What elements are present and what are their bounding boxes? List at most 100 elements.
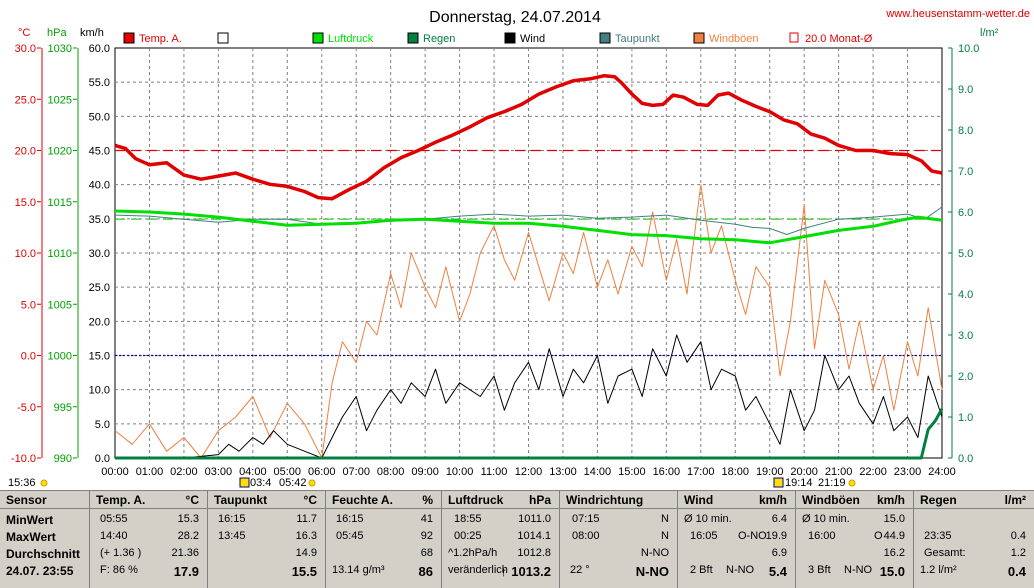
time-tick-label: 02:00 — [170, 466, 198, 478]
series-temp-a- — [114, 73, 943, 201]
time-tick-label: 01:00 — [136, 466, 164, 478]
time-tick-label: 05:00 — [274, 466, 302, 478]
temp-current: 17.9 — [173, 564, 199, 579]
legend-label: Luftdruck — [328, 33, 374, 45]
row-label-current: 24.07. 23:55 — [6, 564, 74, 578]
temp-tick-label: 30.0 — [15, 43, 36, 55]
wind-tick-label: 15.0 — [89, 351, 110, 363]
pressure-unit: hPa — [528, 493, 551, 507]
gust-max-val: 44.9 — [883, 530, 905, 542]
gust-header: Windböen — [802, 493, 860, 507]
wind-bft: 2 Bft — [690, 564, 713, 576]
legend-swatch — [123, 32, 135, 44]
rain-tick-label: 0.0 — [958, 453, 973, 465]
pressure-max-time: 00:25 — [454, 530, 482, 542]
website-link[interactable]: www.heusenstamm-wetter.de — [885, 8, 1030, 20]
legend-label: Taupunkt — [615, 33, 660, 45]
temp-min-val: 15.3 — [177, 513, 199, 525]
gust-current: 15.0 — [879, 564, 905, 579]
rain-sum-note: 1.2 l/m² — [920, 564, 957, 576]
time-tick-label: 09:00 — [411, 466, 439, 478]
temp-min-time: 05:55 — [100, 513, 128, 525]
press-tick-label: 1030 — [48, 43, 72, 55]
wind-tick-label: 0.0 — [95, 453, 110, 465]
time-tick-label: 19:00 — [756, 466, 784, 478]
winddir-min-time: 07:15 — [572, 513, 600, 525]
col-rain: Regen l/m² 23:35 0.4 Gesamt: 1.2 1.2 l/m… — [914, 491, 1034, 588]
time-tick-label: 21:00 — [825, 466, 853, 478]
time-tick-label: 08:00 — [377, 466, 405, 478]
time-tick-label: 03:00 — [205, 466, 233, 478]
sun-icon — [40, 479, 48, 487]
press-tick-label: 1000 — [48, 351, 72, 363]
legend-label: Wind — [520, 33, 545, 45]
gust-unit: km/h — [876, 493, 905, 507]
wind-tick-label: 30.0 — [89, 248, 110, 260]
legend-swatch — [407, 32, 419, 44]
wind-tick-label: 5.0 — [95, 419, 110, 431]
gust-avg10-label: Ø 10 min. — [802, 513, 850, 525]
winddir-max-val: N — [661, 530, 669, 542]
press-unit-label: hPa — [47, 27, 67, 39]
time-tick-label: 07:00 — [342, 466, 370, 478]
sunrise-icon — [239, 477, 250, 488]
rain-tick-label: 6.0 — [958, 207, 973, 219]
rain-tick-label: 8.0 — [958, 125, 973, 137]
winddir-current: N-NO — [635, 564, 669, 579]
pressure-avg-val: 1012.8 — [517, 547, 551, 559]
rain-tick-label: 4.0 — [958, 289, 973, 301]
legend-label: Temp. A. — [139, 33, 182, 45]
time-tick-label: 23:00 — [894, 466, 922, 478]
sun-icon — [308, 479, 316, 487]
winddir-max-time: 08:00 — [572, 530, 600, 542]
press-tick-label: 1005 — [48, 299, 72, 311]
press-tick-label: 1015 — [48, 197, 72, 209]
humidity-abs-note: 13.14 g/m³ — [332, 564, 385, 576]
rain-tick-label: 3.0 — [958, 330, 973, 342]
time-tick-label: 16:00 — [653, 466, 681, 478]
press-tick-label: 1020 — [48, 146, 72, 158]
dew-current: 15.5 — [291, 564, 317, 579]
col-temp: Temp. A. °C 05:55 15.3 14:40 28.2 (+ 1.3… — [90, 491, 208, 588]
wind-tick-label: 25.0 — [89, 282, 110, 294]
pressure-trend-arrow-icon: ↑ — [500, 564, 508, 579]
temp-header: Temp. A. — [96, 493, 146, 507]
rain-header: Regen — [920, 493, 957, 507]
humidity-max-time: 05:45 — [336, 530, 364, 542]
rain-tick-label: 1.0 — [958, 412, 973, 424]
temp-tick-label: 10.0 — [15, 248, 36, 260]
winddir-degrees: 22 ° — [570, 564, 590, 576]
time-tick-label: 18:00 — [721, 466, 749, 478]
sunset-time-b: 21:19 — [818, 477, 846, 489]
winddir-header: Windrichtung — [566, 493, 644, 507]
humidity-unit: % — [422, 493, 433, 507]
time-tick-label: 20:00 — [790, 466, 818, 478]
sunset-time-a: 19:14 — [785, 477, 813, 489]
press-tick-label: 995 — [54, 402, 72, 414]
wind-max-val: 19.9 — [765, 530, 787, 542]
time-tick-label: 04:00 — [239, 466, 267, 478]
press-tick-label: 1025 — [48, 94, 72, 106]
chart-series — [114, 73, 944, 460]
wind-tick-label: 55.0 — [89, 77, 110, 89]
gust-current-dir: N-NO — [844, 564, 873, 576]
pressure-trend-rate: ^1.2hPa/h — [448, 547, 498, 559]
temp-max-val: 28.2 — [177, 530, 199, 542]
row-label-max: MaxWert — [6, 530, 56, 544]
pressure-tendency: veränderlich — [448, 564, 508, 576]
series-regen — [115, 408, 944, 460]
legend-swatch — [312, 32, 324, 44]
temp-tick-label: 15.0 — [15, 197, 36, 209]
rain-tick-label: 10.0 — [958, 43, 979, 55]
header-separator — [0, 508, 1034, 509]
temp-tick-label: 0.0 — [21, 351, 36, 363]
wind-tick-label: 35.0 — [89, 214, 110, 226]
time-tick-label: 12:00 — [515, 466, 543, 478]
temp-max-time: 14:40 — [100, 530, 128, 542]
winddir-avg-val: N-NO — [640, 547, 669, 559]
time-tick-label: 10:00 — [446, 466, 474, 478]
rain-total-val: 1.2 — [1010, 547, 1026, 559]
legend-swatch — [789, 32, 799, 43]
press-tick-label: 990 — [54, 453, 72, 465]
time-tick-label: 06:00 — [308, 466, 336, 478]
